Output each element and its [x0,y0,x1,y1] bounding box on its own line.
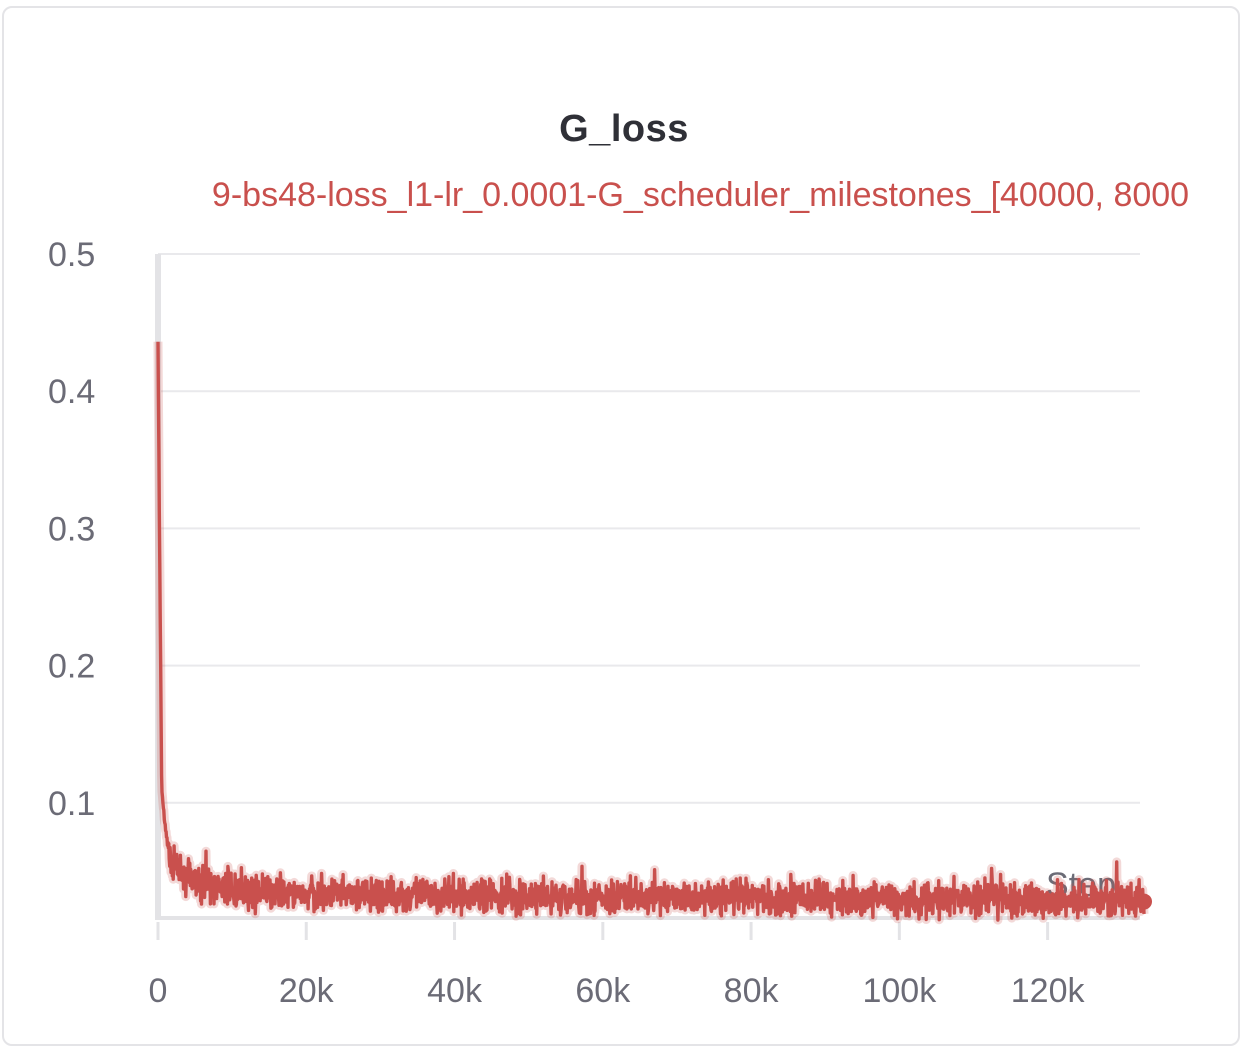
x-tick-label: 20k [279,972,335,1010]
y-tick-label: 0.5 [48,236,95,274]
x-tick-label: 40k [427,972,483,1010]
y-tick-label: 0.3 [48,510,95,548]
series-end-point[interactable] [1136,893,1152,910]
y-tick-label: 0.4 [48,373,95,411]
series-band [153,341,1149,925]
axes [155,254,1140,940]
series-layer [153,341,1152,925]
y-tick-label: 0.2 [48,648,95,686]
legend: 9-bs48-loss_l1-lr_0.0001-G_scheduler_mil… [58,176,1190,224]
series-line[interactable] [156,341,1146,922]
x-tick-label: 120k [1011,972,1086,1010]
chart-title: G_loss [559,108,689,150]
tick-labels: 0.1 0.2 0.3 0.4 0.5 0 20k 40k 60k 80k 100k 120k [48,236,1085,1010]
legend-entry-run[interactable]: 9-bs48-loss_l1-lr_0.0001-G_scheduler_mil… [211,176,1190,214]
x-tick-label: 80k [724,972,780,1010]
y-tick-label: 0.1 [48,785,95,823]
x-tick-label: 0 [149,972,168,1010]
gridlines: Step [158,253,1140,904]
x-tick-label: 100k [862,972,937,1010]
x-tick-label: 60k [575,972,631,1010]
